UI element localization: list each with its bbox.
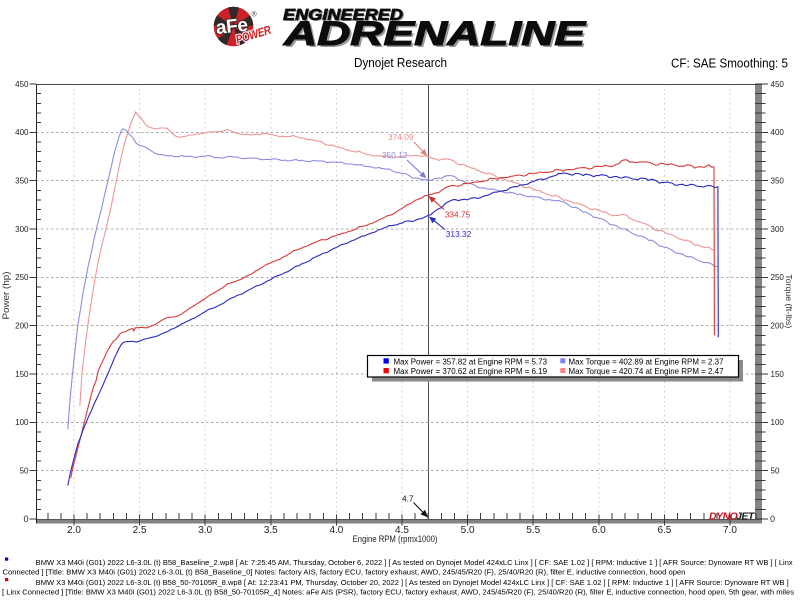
svg-text:CF: SAE Smoothing: 5: CF: SAE Smoothing: 5 (671, 57, 788, 71)
svg-text:3.0: 3.0 (198, 525, 212, 536)
svg-text:0: 0 (770, 514, 775, 524)
svg-text:®: ® (252, 11, 258, 19)
svg-text:100: 100 (15, 418, 29, 427)
svg-text:50: 50 (771, 467, 780, 476)
svg-text:Connected ] [Title: BMW X3 M40: Connected ] [Title: BMW X3 M40i (G01) 20… (3, 568, 686, 577)
svg-text:5.5: 5.5 (526, 525, 540, 536)
svg-text:350.12: 350.12 (382, 150, 408, 160)
svg-text:374.09: 374.09 (388, 132, 414, 142)
svg-text:250: 250 (771, 273, 785, 282)
svg-text:350: 350 (15, 177, 29, 186)
svg-text:400: 400 (15, 128, 29, 137)
svg-text:Max Torque = 402.89 at Engine: Max Torque = 402.89 at Engine RPM = 2.37 (569, 357, 725, 366)
svg-text:350: 350 (771, 177, 785, 186)
svg-text:Max Power = 357.82 at Engine R: Max Power = 357.82 at Engine RPM = 5.73 (394, 357, 548, 366)
svg-text:ENGINEERED: ENGINEERED (283, 7, 404, 24)
svg-text:ADRENALINE: ADRENALINE (285, 17, 589, 55)
svg-text:300: 300 (771, 225, 785, 234)
svg-text:Torque (ft-lbs): Torque (ft-lbs) (784, 274, 794, 328)
svg-text:4.0: 4.0 (329, 525, 343, 536)
svg-text:6.0: 6.0 (592, 525, 606, 536)
svg-text:334.75: 334.75 (445, 209, 471, 219)
svg-text:450: 450 (771, 80, 785, 89)
svg-text:BMW X3 M40i (G01) 2022 L6-3.0L: BMW X3 M40i (G01) 2022 L6-3.0L (t) B58_B… (36, 558, 793, 567)
svg-text:6.5: 6.5 (657, 525, 671, 536)
svg-text:4.5: 4.5 (395, 525, 409, 536)
svg-text:200: 200 (15, 322, 29, 331)
svg-text:ENGINEERED: ENGINEERED (285, 8, 406, 25)
svg-text:Power (hp): Power (hp) (1, 271, 11, 319)
svg-text:[ Linx Connected ] [Title: BMW: [ Linx Connected ] [Title: BMW X3 M40i (… (2, 588, 794, 597)
svg-text:4.7: 4.7 (402, 494, 414, 504)
svg-text:400: 400 (771, 128, 785, 137)
svg-text:0: 0 (23, 514, 28, 524)
svg-text:2.5: 2.5 (133, 525, 147, 536)
svg-text:150: 150 (15, 370, 29, 379)
svg-text:ADRENALINE: ADRENALINE (283, 15, 587, 53)
svg-text:250: 250 (15, 273, 29, 282)
svg-text:aFe: aFe (215, 15, 249, 39)
svg-text:100: 100 (771, 418, 785, 427)
svg-text:Max Power = 370.62 at Engine R: Max Power = 370.62 at Engine RPM = 6.19 (394, 367, 548, 376)
svg-text:5.0: 5.0 (461, 525, 475, 536)
svg-text:313.32: 313.32 (446, 229, 472, 239)
svg-text:450: 450 (15, 80, 29, 89)
svg-text:Dynojet Research: Dynojet Research (354, 56, 447, 70)
svg-text:DYNO: DYNO (709, 511, 738, 523)
svg-text:300: 300 (15, 225, 29, 234)
svg-text:Engine RPM (rpmx1000): Engine RPM (rpmx1000) (353, 534, 438, 544)
svg-text:3.5: 3.5 (264, 525, 278, 536)
svg-text:BMW X3 M40i (G01) 2022 L6-3.0L: BMW X3 M40i (G01) 2022 L6-3.0L (t) B58_5… (36, 578, 789, 587)
svg-text:50: 50 (20, 467, 29, 476)
svg-text:JET: JET (736, 511, 756, 523)
svg-text:150: 150 (771, 370, 785, 379)
svg-text:7.0: 7.0 (723, 525, 737, 536)
svg-text:2.0: 2.0 (67, 525, 81, 536)
svg-text:Max Torque = 420.74 at Engine: Max Torque = 420.74 at Engine RPM = 2.47 (569, 367, 725, 376)
svg-text:200: 200 (771, 322, 785, 331)
